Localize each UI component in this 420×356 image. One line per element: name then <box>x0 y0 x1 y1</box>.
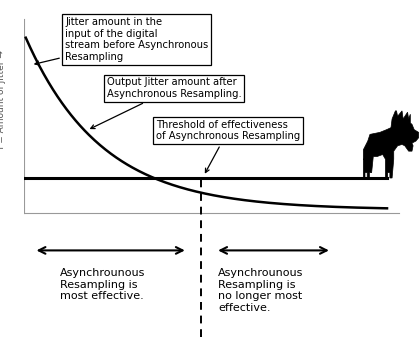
Text: Jitter amount in the
input of the digital
stream before Asynchronous
Resampling: Jitter amount in the input of the digita… <box>35 17 208 65</box>
Polygon shape <box>363 111 419 178</box>
Text: Asynchrounous
Resampling is
no longer most
effective.: Asynchrounous Resampling is no longer mo… <box>218 268 303 313</box>
Text: Asynchrounous
Resampling is
most effective.: Asynchrounous Resampling is most effecti… <box>60 268 145 301</box>
Text: Output Jitter amount after
Asynchronous Resampling.: Output Jitter amount after Asynchronous … <box>91 77 242 129</box>
Text: Threshold of effectiveness
of Asynchronous Resampling: Threshold of effectiveness of Asynchrono… <box>156 120 300 173</box>
Text: Y = Amount of Jitter →: Y = Amount of Jitter → <box>0 50 7 151</box>
